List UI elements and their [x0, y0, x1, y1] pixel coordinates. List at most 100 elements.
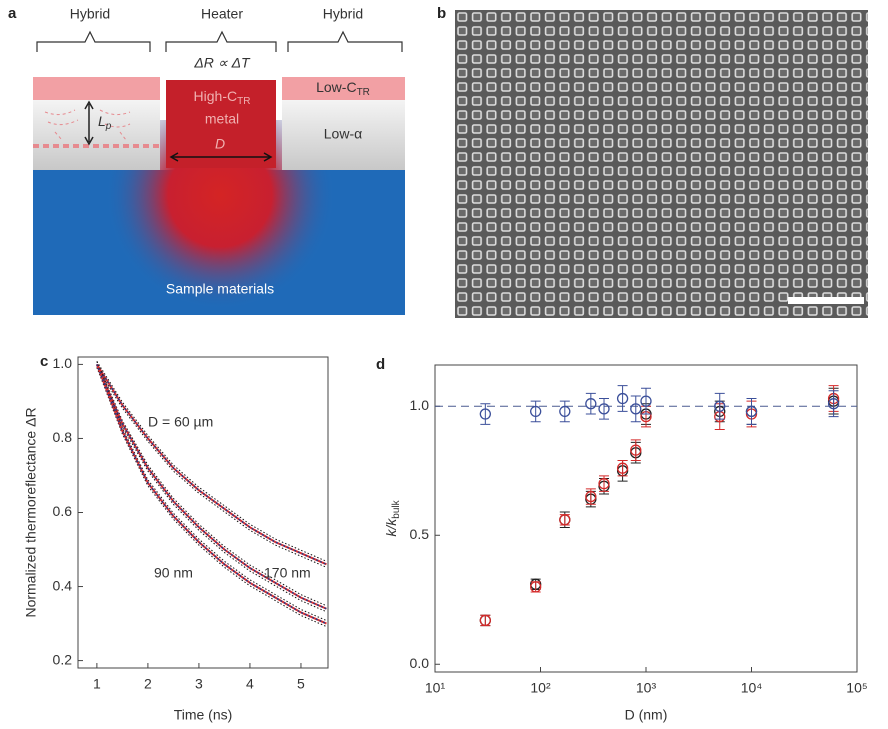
data-line — [96, 363, 327, 566]
panel-label: c — [40, 353, 48, 370]
data-point — [616, 392, 629, 405]
y-tick-label: 0.0 — [410, 655, 430, 671]
sem-image — [455, 10, 868, 318]
fit-bound — [96, 361, 327, 562]
x-tick-label: 10³ — [636, 680, 657, 696]
panel-label: d — [376, 356, 385, 373]
data-point — [827, 398, 840, 410]
error-bar — [714, 392, 725, 420]
text: k/k — [383, 518, 399, 537]
x-tick-label: 10⁴ — [741, 680, 763, 696]
data-point — [479, 408, 491, 420]
annotation: 90 nm — [154, 565, 193, 581]
layer — [282, 100, 405, 170]
penetration-label: Lp — [98, 113, 112, 132]
fit-bound — [96, 367, 327, 613]
fit-bound — [96, 361, 327, 622]
heat-flow — [44, 109, 131, 141]
relation: ΔR ∝ ΔT — [193, 55, 251, 71]
heater-label: High-CTR — [194, 88, 251, 107]
text: High-C — [194, 88, 238, 104]
error-bar — [630, 395, 641, 423]
heater-label: metal — [205, 111, 239, 127]
substrate-label: Sample materials — [166, 281, 274, 297]
annotation: 170 nm — [264, 565, 311, 581]
layer — [33, 100, 160, 170]
data-point — [585, 398, 597, 410]
fit-bound — [96, 361, 327, 607]
subscript: TR — [237, 96, 250, 107]
x-axis-label: Time (ns) — [174, 707, 233, 723]
data-line — [95, 364, 327, 610]
layer-label: Low-α — [324, 126, 362, 142]
error-bar — [828, 390, 839, 418]
layer — [282, 77, 405, 100]
layer — [33, 77, 160, 100]
error-bar — [630, 439, 641, 461]
y-tick-label: 0.4 — [53, 577, 73, 593]
error-bar — [585, 392, 596, 415]
layer-label: Low-CTR — [316, 79, 370, 98]
x-tick-label: 5 — [297, 676, 305, 692]
data-point — [640, 395, 652, 407]
data-point — [630, 444, 642, 456]
data-point — [530, 581, 542, 593]
text: Low-C — [316, 79, 356, 95]
error-bar — [480, 403, 491, 425]
data-point — [598, 403, 610, 415]
data-point — [714, 400, 726, 412]
panel-label: b — [437, 5, 446, 22]
text: L — [98, 113, 106, 129]
data-point — [585, 490, 597, 503]
bracket-label: Hybrid — [70, 6, 110, 22]
y-tick-label: 0.8 — [53, 429, 73, 445]
error-bar — [617, 385, 628, 412]
error-bar — [746, 398, 757, 425]
data-point — [630, 403, 642, 415]
bracket-label: Hybrid — [323, 6, 363, 22]
brackets — [36, 30, 403, 52]
subscript: TR — [357, 87, 370, 98]
error-bar — [599, 398, 610, 420]
arrowheads — [169, 152, 273, 162]
heater — [166, 80, 276, 168]
x-tick-label: 10¹ — [425, 680, 446, 696]
data-line — [95, 364, 327, 625]
subscript: bulk — [391, 499, 402, 518]
fit-bound — [96, 367, 327, 628]
y-axis-label: Normalized thermoreflectance ΔR — [23, 407, 39, 617]
panel-label: a — [8, 5, 17, 22]
scale-bar — [788, 297, 864, 304]
y-axis-label: k/kbulk — [383, 499, 402, 536]
bracket-label: Heater — [201, 6, 243, 22]
error-bar — [530, 400, 541, 423]
y-tick-label: 1.0 — [53, 355, 73, 371]
x-axis-label: D (nm) — [625, 707, 668, 723]
data-point — [559, 405, 571, 418]
x-tick-label: 4 — [246, 676, 254, 692]
x-tick-label: 1 — [93, 676, 101, 692]
fit-line — [96, 364, 327, 625]
data-point — [530, 405, 542, 418]
data-point — [745, 405, 758, 418]
error-bar — [559, 400, 570, 423]
data-point — [559, 514, 571, 526]
arrowheads — [84, 100, 94, 146]
dimension-label: D — [215, 136, 225, 152]
y-tick-label: 0.5 — [410, 526, 430, 542]
y-tick-label: 1.0 — [410, 397, 430, 413]
subscript: p — [105, 121, 112, 132]
x-tick-label: 10² — [530, 680, 551, 696]
data-point — [616, 462, 629, 474]
x-tick-label: 10⁵ — [846, 680, 867, 696]
annotation: D = 60 µm — [148, 414, 213, 430]
x-tick-label: 3 — [195, 676, 203, 692]
data-point — [598, 478, 610, 490]
data-point — [479, 614, 491, 627]
y-tick-label: 0.6 — [53, 503, 73, 519]
error-bar — [641, 387, 651, 415]
fit-line — [96, 364, 327, 565]
x-tick-label: 2 — [144, 676, 152, 692]
